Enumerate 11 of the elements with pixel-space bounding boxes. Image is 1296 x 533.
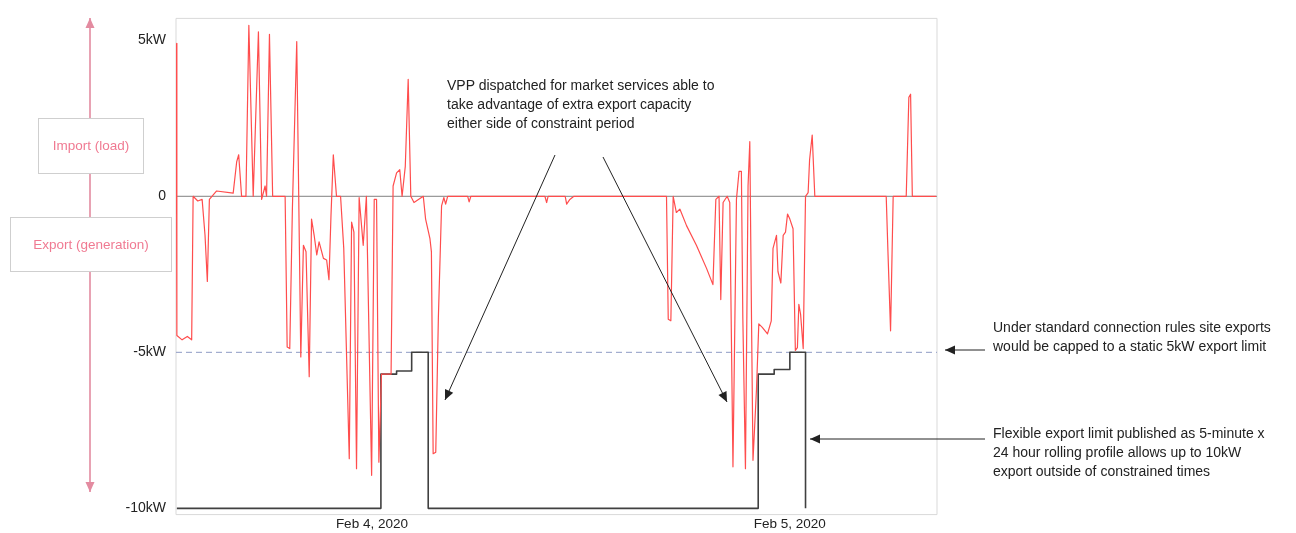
x-tick-label: Feb 5, 2020 [753, 516, 826, 532]
text: Export (generation) [33, 235, 149, 254]
annotation: VPP dispatched for market services able to take advantage of extra export capacity either side of constraint period [447, 76, 716, 133]
text: Import (load) [52, 137, 130, 155]
y-tick-label: -5kW [133, 343, 167, 360]
y-tick-label: 5kW [138, 31, 167, 48]
x-tick-label: Feb 4, 2020 [335, 516, 408, 532]
text: Under standard connection rules site exports would be capped to a static 5kW export limit [993, 318, 1272, 356]
y-tick-label: 0 [158, 187, 167, 204]
text: Flexible export limit published as 5-minute x 24 hour rolling profile allows up to 10kW export outside of constrained times [993, 424, 1266, 481]
y-tick-label: -10kW [125, 499, 167, 516]
